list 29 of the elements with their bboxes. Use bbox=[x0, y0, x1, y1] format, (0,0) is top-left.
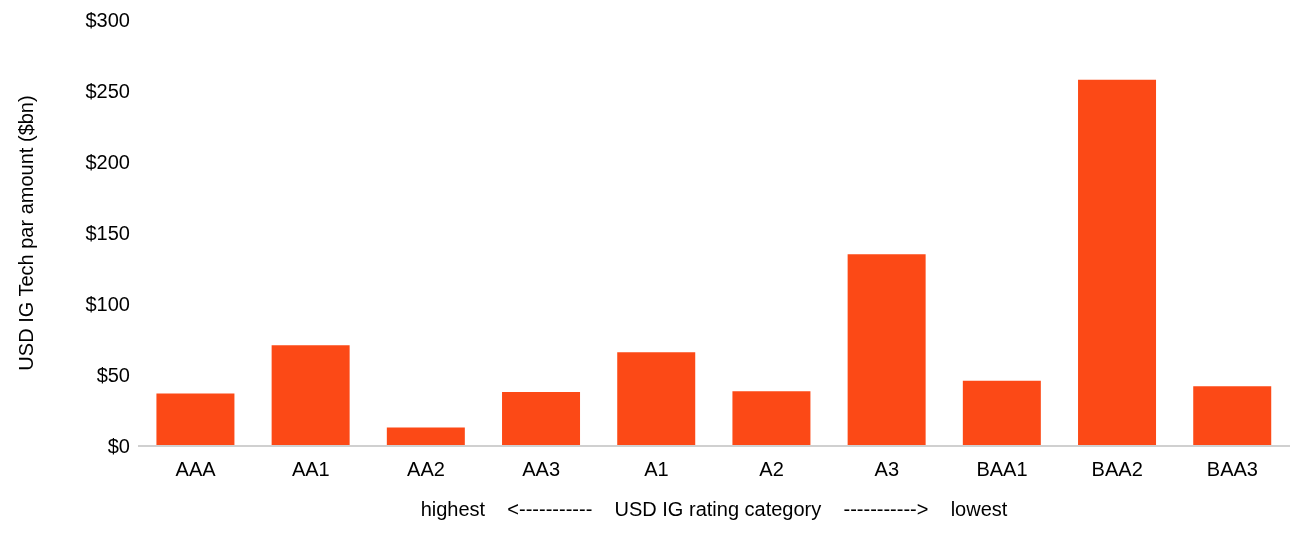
bar bbox=[962, 380, 1041, 446]
x-tick-label: BAA2 bbox=[1091, 458, 1143, 481]
x-axis-title: highest <----------- USD IG rating category -----------> lowest bbox=[420, 498, 1008, 520]
bar bbox=[271, 345, 350, 446]
bar bbox=[386, 427, 465, 446]
y-tick-label: $250 bbox=[85, 80, 130, 103]
y-tick-label: $200 bbox=[85, 151, 130, 174]
x-tick-label: A3 bbox=[874, 458, 900, 481]
y-tick-label: $100 bbox=[85, 293, 130, 316]
bar bbox=[1078, 79, 1157, 446]
bar bbox=[732, 391, 811, 446]
y-tick-label: $300 bbox=[85, 9, 130, 32]
x-tick-label: A2 bbox=[759, 458, 784, 481]
y-axis-title: USD IG Tech par amount ($bn) bbox=[15, 95, 38, 371]
x-tick-label: A1 bbox=[644, 458, 669, 481]
x-tick-label: AA1 bbox=[291, 458, 330, 481]
y-tick-label: $150 bbox=[85, 222, 130, 245]
x-tick-label: AA3 bbox=[522, 458, 561, 481]
x-tick-label: BAA3 bbox=[1206, 458, 1258, 481]
x-tick-label: BAA1 bbox=[976, 458, 1028, 481]
bar bbox=[502, 392, 581, 446]
bar bbox=[156, 393, 235, 446]
x-tick-label: AAA bbox=[175, 458, 217, 481]
bar bbox=[617, 352, 696, 446]
x-tick-label: AA2 bbox=[407, 458, 445, 481]
bar bbox=[847, 254, 926, 446]
bar bbox=[1193, 386, 1272, 446]
y-tick-label: $0 bbox=[107, 435, 130, 458]
y-tick-label: $50 bbox=[96, 364, 130, 387]
